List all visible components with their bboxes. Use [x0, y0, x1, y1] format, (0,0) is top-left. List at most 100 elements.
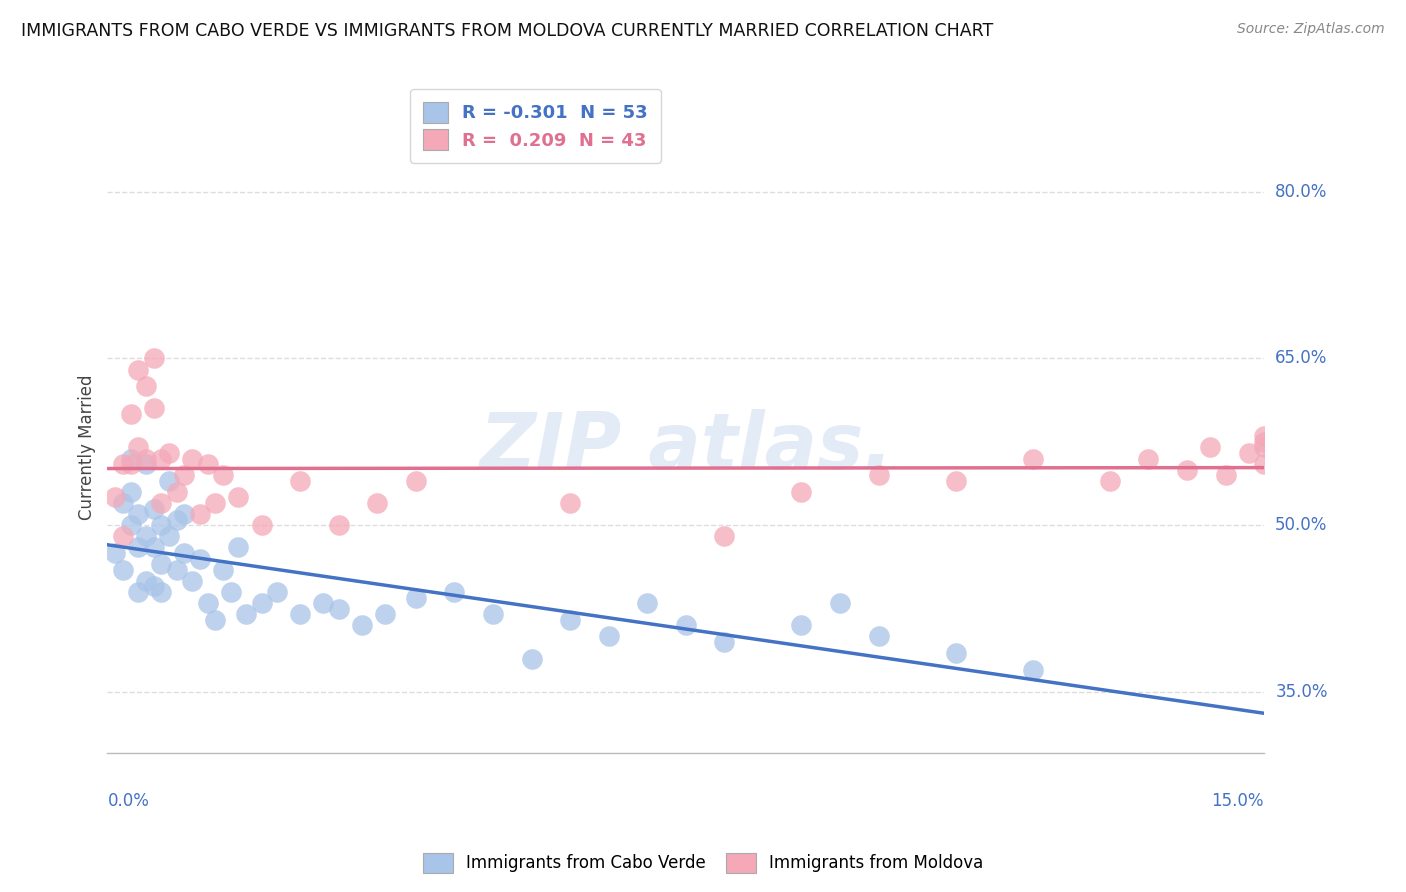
Point [204, 613, 226, 627]
Legend: R = -0.301  N = 53, R =  0.209  N = 43: R = -0.301 N = 53, R = 0.209 N = 43 [411, 89, 661, 162]
Point [1253, 457, 1275, 471]
Point [828, 596, 851, 610]
Text: IMMIGRANTS FROM CABO VERDE VS IMMIGRANTS FROM MOLDOVA CURRENTLY MARRIED CORRELAT: IMMIGRANTS FROM CABO VERDE VS IMMIGRANTS… [21, 22, 994, 40]
Point [120, 407, 142, 421]
Point [1215, 468, 1237, 483]
Y-axis label: Currently Married: Currently Married [79, 375, 96, 520]
Point [266, 585, 288, 599]
Point [127, 541, 149, 555]
Text: 35.0%: 35.0% [1275, 683, 1327, 701]
Point [135, 451, 157, 466]
Point [104, 491, 127, 505]
Text: 0.0%: 0.0% [107, 792, 149, 810]
Point [558, 613, 581, 627]
Point [1199, 441, 1222, 455]
Point [142, 351, 165, 366]
Point [1253, 434, 1275, 449]
Point [142, 579, 165, 593]
Point [166, 563, 188, 577]
Point [1237, 446, 1260, 460]
Point [219, 585, 242, 599]
Point [197, 457, 219, 471]
Point [135, 379, 157, 393]
Point [127, 441, 149, 455]
Point [520, 651, 543, 665]
Point [945, 646, 967, 660]
Point [135, 574, 157, 588]
Point [1253, 429, 1275, 443]
Point [104, 546, 127, 560]
Point [288, 607, 311, 622]
Point [228, 541, 250, 555]
Point [312, 596, 335, 610]
Point [675, 618, 697, 632]
Point [142, 541, 165, 555]
Text: 80.0%: 80.0% [1275, 183, 1327, 201]
Point [558, 496, 581, 510]
Point [120, 457, 142, 471]
Point [713, 529, 735, 543]
Point [228, 491, 250, 505]
Point [197, 596, 219, 610]
Point [288, 474, 311, 488]
Point [945, 474, 967, 488]
Point [127, 507, 149, 521]
Point [212, 468, 235, 483]
Point [374, 607, 396, 622]
Point [250, 518, 273, 533]
Point [366, 496, 388, 510]
Point [204, 496, 226, 510]
Point [111, 496, 134, 510]
Point [150, 585, 173, 599]
Text: ZIP atlas.: ZIP atlas. [479, 409, 893, 485]
Point [135, 529, 157, 543]
Point [1253, 441, 1275, 455]
Point [868, 468, 890, 483]
Point [120, 518, 142, 533]
Point [713, 635, 735, 649]
Point [1022, 451, 1045, 466]
Point [790, 484, 813, 499]
Point [328, 601, 350, 615]
Point [1098, 474, 1121, 488]
Point [120, 484, 142, 499]
Point [181, 451, 204, 466]
Point [598, 629, 620, 643]
Point [173, 507, 195, 521]
Point [636, 596, 658, 610]
Point [120, 451, 142, 466]
Point [127, 585, 149, 599]
Point [1137, 451, 1160, 466]
Point [1175, 462, 1198, 476]
Point [111, 457, 134, 471]
Point [790, 618, 813, 632]
Point [150, 518, 173, 533]
Point [868, 629, 890, 643]
Point [150, 451, 173, 466]
Point [135, 457, 157, 471]
Point [1022, 663, 1045, 677]
Text: Source: ZipAtlas.com: Source: ZipAtlas.com [1237, 22, 1385, 37]
Point [157, 529, 180, 543]
Point [157, 474, 180, 488]
Point [111, 529, 134, 543]
Point [127, 362, 149, 376]
Point [166, 484, 188, 499]
Point [235, 607, 257, 622]
Point [157, 446, 180, 460]
Text: 50.0%: 50.0% [1275, 516, 1327, 534]
Point [150, 557, 173, 571]
Point [188, 507, 211, 521]
Point [166, 513, 188, 527]
Point [405, 591, 427, 605]
Point [181, 574, 204, 588]
Point [142, 401, 165, 416]
Point [188, 551, 211, 566]
Point [482, 607, 505, 622]
Point [443, 585, 465, 599]
Point [150, 496, 173, 510]
Point [173, 468, 195, 483]
Text: 65.0%: 65.0% [1275, 350, 1327, 368]
Point [173, 546, 195, 560]
Point [328, 518, 350, 533]
